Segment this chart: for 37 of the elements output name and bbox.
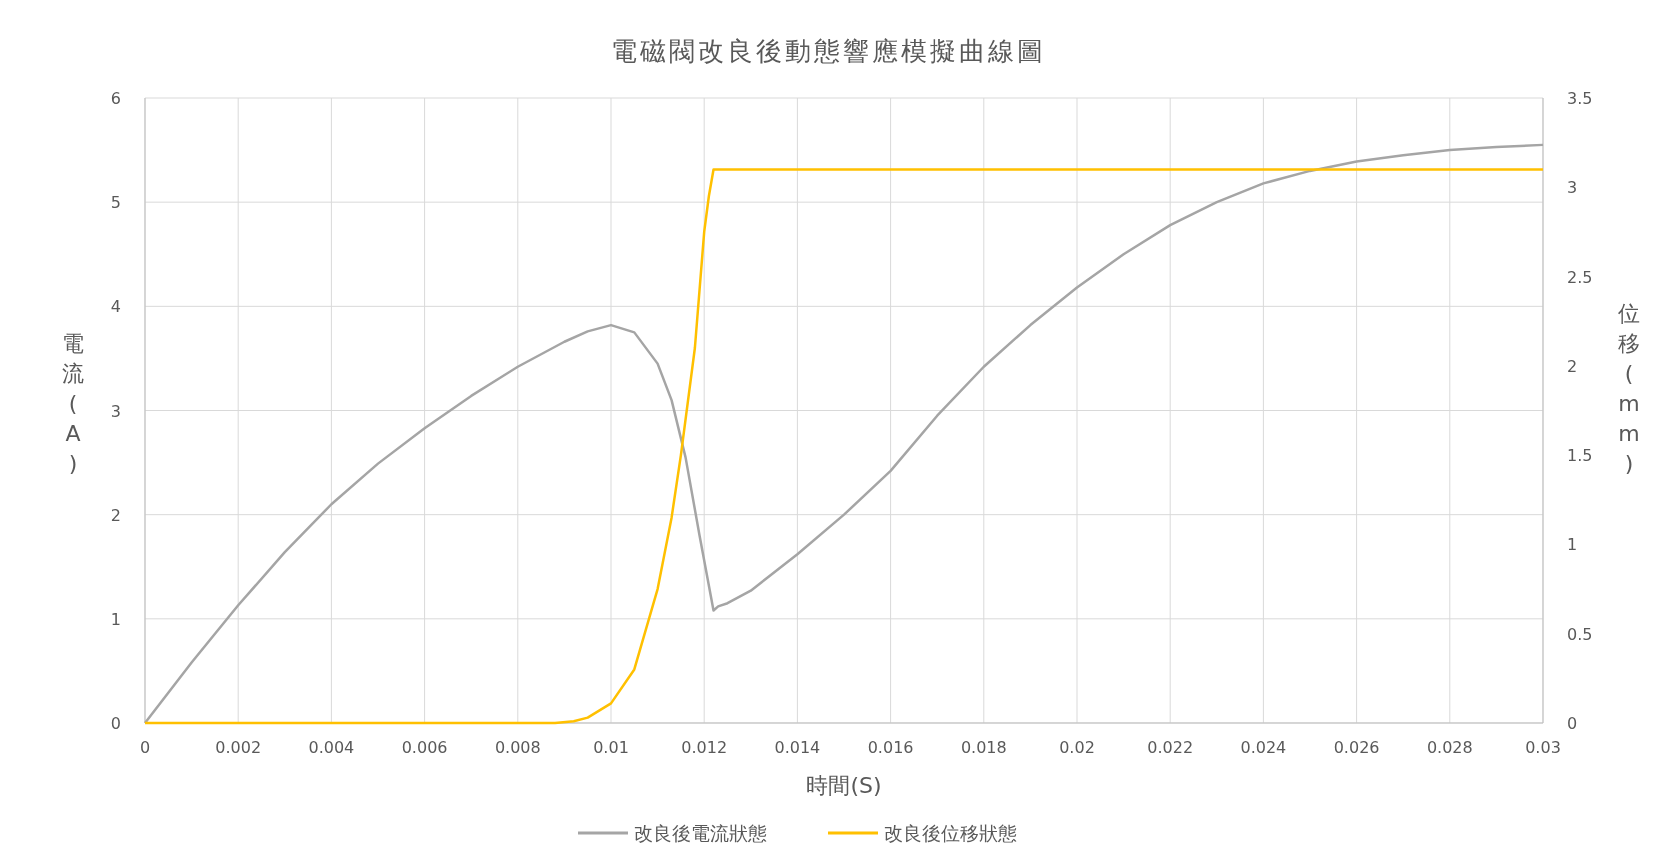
y-tick-label: 0 [110, 714, 121, 733]
y2-tick-label: 0.5 [1567, 624, 1593, 644]
y2-tick-label: 3.5 [1567, 89, 1593, 108]
x-tick-label: 0.026 [1333, 738, 1380, 757]
x-tick-label: 0.014 [774, 738, 821, 757]
y2-tick-label: 2.5 [1567, 267, 1593, 287]
x-tick-label: 0.008 [494, 738, 541, 757]
x-tick-label: 0.028 [1426, 738, 1473, 757]
x-tick-label: 0.006 [401, 738, 448, 757]
x-tick-label: 0.024 [1240, 738, 1287, 757]
y2-tick-label: 1.5 [1567, 446, 1593, 466]
legend-label: 改良後電流狀態 [634, 822, 767, 844]
chart-title: 電磁閥改良後動態響應模擬曲線圖 [610, 36, 1046, 66]
x-tick-label: 0.018 [960, 738, 1007, 757]
y-tick-label: 5 [110, 193, 121, 213]
x-tick-label: 0.022 [1147, 738, 1194, 757]
x-tick-label: 0 [139, 738, 151, 757]
x-tick-label: 0.004 [308, 738, 355, 757]
legend-label: 改良後位移狀態 [884, 822, 1017, 844]
y2-tick-label: 2 [1567, 356, 1578, 376]
x-tick-label: 0.016 [867, 738, 914, 757]
x-axis-title: 時間(S) [806, 773, 882, 798]
y-axis-title: 電流(A) [62, 330, 84, 476]
x-tick-label: 0.002 [215, 738, 262, 757]
x-tick-label: 0.012 [681, 738, 728, 757]
y2-tick-label: 1 [1567, 535, 1578, 555]
x-tick-label: 0.03 [1525, 738, 1561, 757]
y-tick-label: 4 [110, 297, 121, 317]
x-tick-label: 0.01 [593, 738, 629, 757]
y2-axis-title: 位移(mm) [1618, 300, 1640, 476]
x-tick-label: 0.02 [1059, 738, 1095, 757]
y-tick-label: 1 [110, 609, 121, 629]
y2-tick-label: 0 [1567, 714, 1578, 733]
y-tick-label: 3 [110, 401, 121, 421]
y-tick-label: 2 [110, 505, 121, 525]
y-tick-label: 6 [110, 89, 121, 108]
y2-tick-label: 3 [1567, 178, 1578, 198]
